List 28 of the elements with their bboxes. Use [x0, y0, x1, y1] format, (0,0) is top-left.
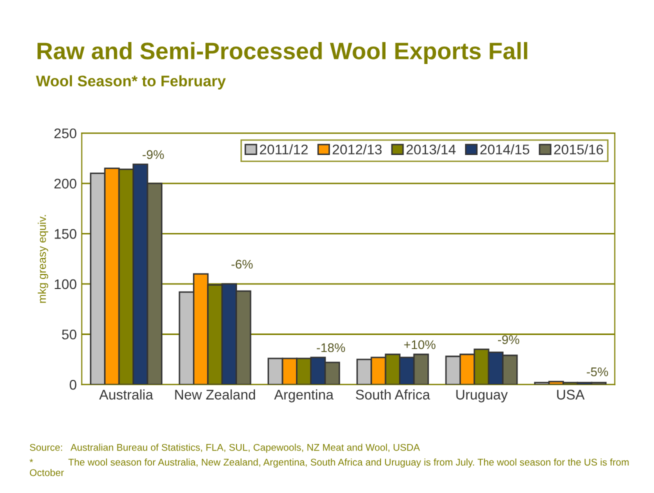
annotation: -5%: [586, 367, 608, 376]
y-tick-label: 250: [54, 128, 76, 138]
y-tick-label: 0: [70, 380, 76, 390]
annotation: +10%: [404, 340, 436, 350]
x-tick-label: USA: [557, 390, 585, 400]
legend-label: 2011/12: [260, 144, 308, 154]
legend-label: 2012/13: [332, 144, 382, 154]
x-tick-label: Uruguay: [456, 390, 508, 402]
legend-label: 2013/14: [406, 144, 456, 154]
x-tick-label: New Zealand: [175, 389, 256, 400]
legend-label: 2014/15: [480, 144, 530, 154]
chart-title: Raw and Semi-Processed Wool Exports Fall: [38, 42, 528, 64]
chart-subtitle: Wool Season* to February: [36, 75, 226, 90]
x-tick-label: Argentina: [274, 389, 334, 402]
annotation: -9%: [498, 335, 520, 344]
text: * The wool season for Australia, New Zealand, Argentina, South Africa and Uruguay is from July. The wool season for the US is from October: [30, 458, 629, 476]
y-tick-label: 100: [54, 279, 76, 290]
legend-label: 2015/16: [554, 144, 604, 154]
x-tick-label: Australia: [99, 389, 154, 400]
x-tick-label: South Africa: [356, 389, 430, 400]
y-tick-label: 50: [62, 330, 76, 340]
annotation: -9%: [142, 150, 164, 160]
y-axis-title: mkg greasy equiv.: [38, 215, 48, 303]
y-tick-label: 150: [54, 229, 76, 239]
annotation: -6%: [231, 260, 253, 269]
source-note: Source: Australian Bureau of Statistics, FLA, SUL, Capewools, NZ Meat and Wool, USDA: [30, 444, 420, 453]
annotation: -18%: [316, 343, 346, 352]
y-tick-label: 200: [54, 178, 76, 189]
